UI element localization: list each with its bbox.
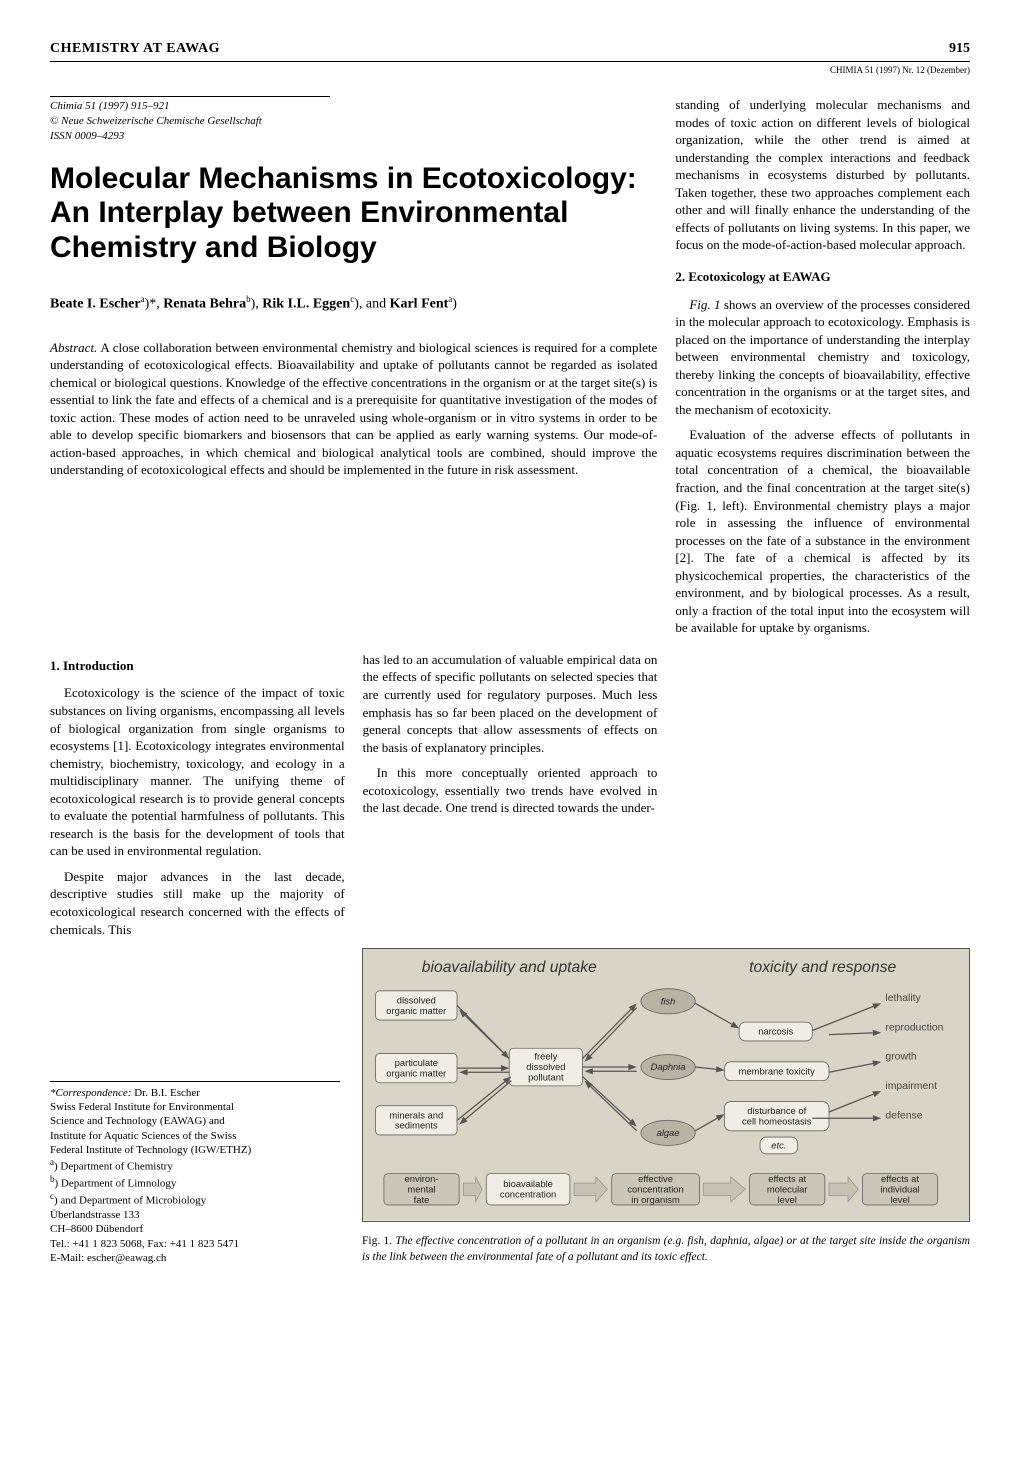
paragraph: has led to an accumulation of valuable e… [363, 651, 658, 756]
svg-text:bioavailability and uptake: bioavailability and uptake [422, 959, 597, 976]
svg-text:Daphnia: Daphnia [651, 1061, 686, 1072]
meta-line: ISSN 0009–4293 [50, 129, 330, 144]
svg-text:defense: defense [885, 1110, 922, 1121]
header-title: CHEMISTRY AT EAWAG [50, 40, 220, 59]
svg-text:lethality: lethality [885, 993, 921, 1004]
paragraph: In this more conceptually oriented appro… [363, 764, 658, 817]
svg-text:minerals and: minerals and [389, 1109, 443, 1120]
svg-text:fate: fate [414, 1194, 430, 1205]
svg-text:growth: growth [885, 1052, 917, 1063]
authors: Beate I. Eschera)*, Renata Behrab), Rik … [50, 293, 657, 315]
correspondence-footnote: *Correspondence: Dr. B.I. Escher Swiss F… [50, 1081, 340, 1266]
footnote-line: a) Department of Chemistry [50, 1157, 340, 1174]
svg-text:cell homeostasis: cell homeostasis [742, 1116, 812, 1127]
corr-name: Dr. B.I. Escher [134, 1087, 200, 1099]
svg-text:dissolved: dissolved [526, 1061, 565, 1072]
svg-text:etc.: etc. [771, 1140, 786, 1151]
svg-text:bioavailable: bioavailable [503, 1178, 553, 1189]
svg-text:membrane toxicity: membrane toxicity [739, 1065, 815, 1076]
corr-label: *Correspondence: [50, 1087, 131, 1099]
paragraph: standing of underlying molecular mechani… [675, 96, 970, 254]
footnote-line: Swiss Federal Institute for Environmenta… [50, 1100, 340, 1114]
paragraph: Evaluation of the adverse effects of pol… [675, 426, 970, 637]
figure-caption: Fig. 1. The effective concentration of a… [362, 1234, 970, 1265]
svg-text:level: level [778, 1194, 797, 1205]
page-header: CHEMISTRY AT EAWAG 915 [50, 40, 970, 62]
svg-text:pollutant: pollutant [528, 1072, 564, 1083]
meta-line: Chimia 51 (1997) 915–921 [50, 99, 330, 114]
body-columns: 1. Introduction Ecotoxicology is the sci… [50, 651, 970, 938]
footnote-line: Science and Technology (EAWAG) and [50, 1114, 340, 1128]
citation-meta: Chimia 51 (1997) 915–921 © Neue Schweize… [50, 96, 330, 144]
svg-text:effects at: effects at [881, 1173, 919, 1184]
figure-number: Fig. 1. [362, 1235, 395, 1247]
svg-text:in organism: in organism [631, 1194, 680, 1205]
svg-text:environ-: environ- [405, 1173, 439, 1184]
svg-text:mental: mental [407, 1184, 435, 1195]
svg-text:level: level [890, 1194, 909, 1205]
header-issue: CHIMIA 51 (1997) Nr. 12 (Dezember) [50, 64, 970, 76]
paragraph: Despite major advances in the last decad… [50, 868, 345, 938]
svg-text:individual: individual [880, 1184, 919, 1195]
svg-text:molecular: molecular [767, 1184, 808, 1195]
footnote-line: Tel.: +41 1 823 5068, Fax: +41 1 823 547… [50, 1237, 340, 1251]
svg-text:reproduction: reproduction [885, 1023, 943, 1034]
abstract: Abstract. A close collaboration between … [50, 339, 657, 479]
svg-text:particulate: particulate [395, 1057, 438, 1068]
footnote-line: b) Department of Limnology [50, 1174, 340, 1191]
svg-text:concentration: concentration [627, 1184, 683, 1195]
figure-1: bioavailability and uptake toxicity and r… [362, 948, 970, 1265]
abstract-text: A close collaboration between environmen… [50, 340, 657, 478]
svg-text:effective: effective [638, 1173, 673, 1184]
svg-text:concentration: concentration [500, 1189, 556, 1200]
footnote-line: Institute for Aquatic Sciences of the Sw… [50, 1129, 340, 1143]
footnote-line: c) and Department of Microbiology [50, 1191, 340, 1208]
section-heading: 2. Ecotoxicology at EAWAG [675, 268, 970, 286]
svg-text:impairment: impairment [885, 1081, 937, 1092]
footnote-line: Überlandstrasse 133 [50, 1208, 340, 1222]
svg-text:organic matter: organic matter [386, 1068, 446, 1079]
svg-text:toxicity and response: toxicity and response [749, 959, 896, 976]
svg-text:freely: freely [534, 1051, 557, 1062]
svg-text:algae: algae [657, 1127, 680, 1138]
page-number: 915 [949, 40, 970, 59]
svg-text:fish: fish [661, 995, 676, 1006]
footnote-line: E-Mail: escher@eawag.ch [50, 1251, 340, 1265]
svg-text:narcosis: narcosis [758, 1026, 793, 1037]
top-grid: Chimia 51 (1997) 915–921 © Neue Schweize… [50, 96, 970, 637]
svg-text:effects at: effects at [768, 1173, 806, 1184]
svg-text:sediments: sediments [395, 1120, 438, 1131]
meta-line: © Neue Schweizerische Chemische Gesellsc… [50, 114, 330, 129]
paragraph: Ecotoxicology is the science of the impa… [50, 684, 345, 859]
figure-caption-text: The effective concentration of a polluta… [362, 1235, 970, 1263]
right-column-upper: standing of underlying molecular mechani… [675, 96, 970, 637]
bottom-grid: *Correspondence: Dr. B.I. Escher Swiss F… [50, 938, 970, 1265]
paragraph: Fig. 1 shows an overview of the processe… [675, 296, 970, 419]
article-title: Molecular Mechanisms in Ecotoxicology: A… [50, 162, 657, 266]
footnote-line: Federal Institute of Technology (IGW/ETH… [50, 1143, 340, 1157]
svg-text:organic matter: organic matter [386, 1005, 446, 1016]
p2-rest: shows an overview of the processes consi… [675, 297, 970, 417]
svg-text:dissolved: dissolved [397, 994, 436, 1005]
section-heading: 1. Introduction [50, 657, 345, 675]
figure-1-svg: bioavailability and uptake toxicity and r… [362, 948, 970, 1222]
footnote-line: CH–8600 Dübendorf [50, 1222, 340, 1236]
svg-text:disturbance of: disturbance of [747, 1105, 806, 1116]
